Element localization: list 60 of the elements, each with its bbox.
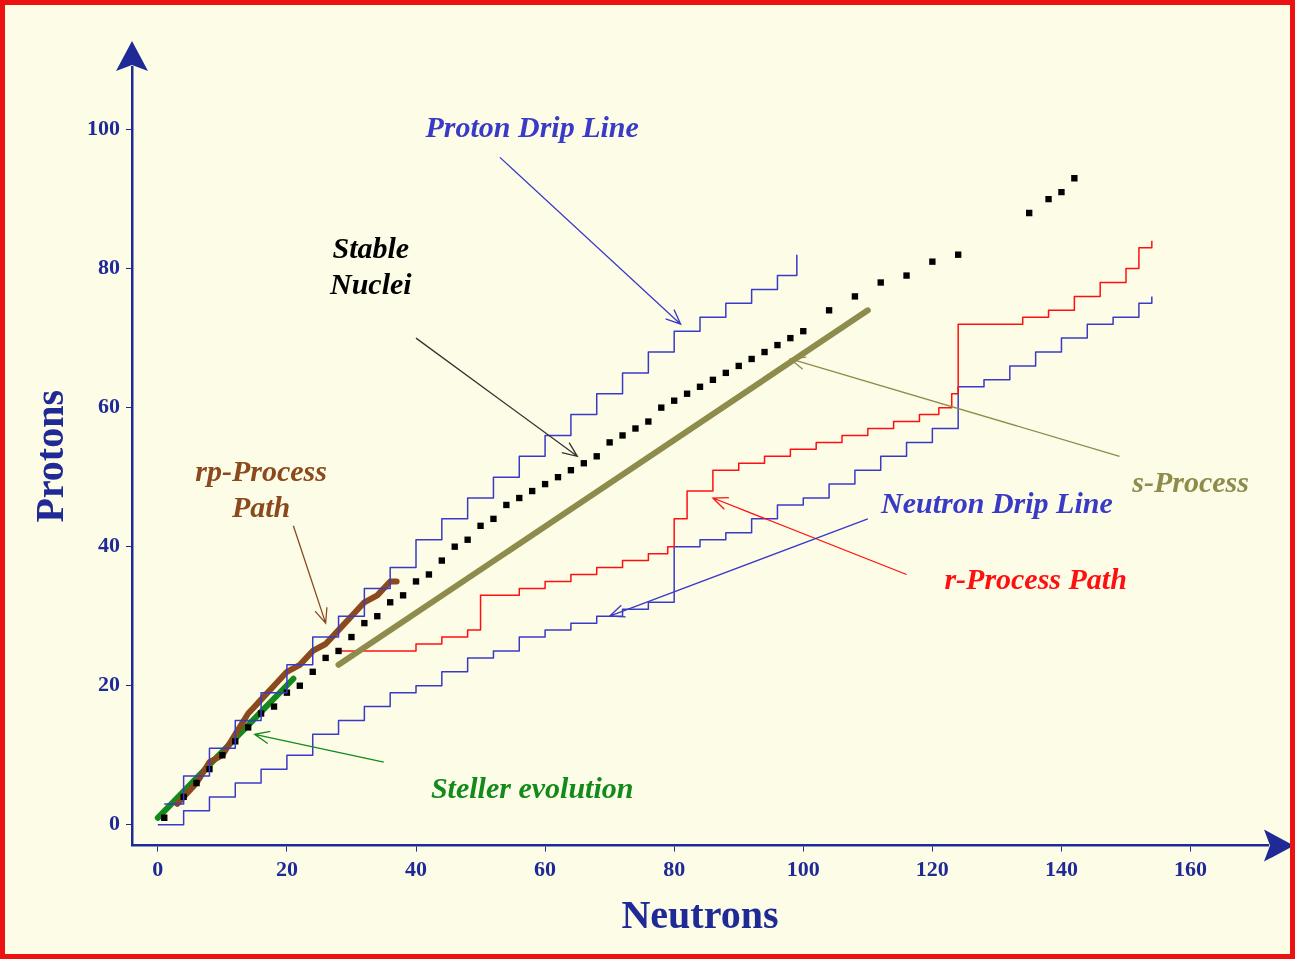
x-tick-label: 120 <box>915 856 949 882</box>
series-label: Neutron Drip Line <box>880 485 1113 519</box>
y-tick-label: 40 <box>98 532 120 558</box>
point <box>851 293 859 300</box>
point <box>606 439 613 446</box>
point <box>1071 175 1078 182</box>
x-tick-label: 100 <box>786 856 820 882</box>
point <box>322 654 329 662</box>
y-tick-label: 20 <box>98 671 120 697</box>
point <box>387 599 394 606</box>
point <box>348 633 355 641</box>
text: Steller evolution <box>430 770 634 804</box>
point <box>632 425 639 432</box>
point <box>1026 209 1033 217</box>
point <box>335 647 342 655</box>
x-tick-label: 80 <box>663 856 686 882</box>
point <box>748 355 755 363</box>
point <box>1045 195 1052 203</box>
x-axis-title: Neutrons <box>621 892 779 938</box>
y-tick-label: 100 <box>87 115 120 141</box>
point <box>619 432 626 439</box>
text: Proton Drip Line <box>424 110 639 144</box>
x-tick-label: 140 <box>1044 856 1078 882</box>
text: Stable Nuclei <box>328 231 413 301</box>
text: s-Process <box>1131 464 1249 498</box>
y-tick-label: 80 <box>98 254 120 280</box>
point <box>787 334 794 342</box>
point <box>438 557 445 564</box>
y-tick-label: 0 <box>109 810 120 836</box>
point <box>825 307 833 314</box>
point <box>451 543 458 550</box>
x-tick-label: 40 <box>405 856 427 882</box>
text: rp-Process Path <box>195 453 327 523</box>
x-tick-label: 160 <box>1174 856 1208 882</box>
point <box>503 501 510 509</box>
point <box>645 418 652 425</box>
point <box>425 571 433 578</box>
point <box>929 258 936 265</box>
x-tick-label: 60 <box>534 856 557 882</box>
point <box>658 404 665 411</box>
x-tick-label: 20 <box>275 856 298 882</box>
point <box>761 348 768 356</box>
point <box>477 522 484 529</box>
text: r-Process Path <box>944 562 1127 596</box>
point <box>193 779 200 787</box>
point <box>270 703 278 710</box>
x-tick-label: 0 <box>152 856 164 882</box>
point <box>361 619 368 627</box>
y-tick-label: 60 <box>98 393 120 419</box>
point <box>464 536 471 543</box>
point <box>245 724 252 731</box>
point <box>903 272 910 279</box>
point <box>1058 188 1065 196</box>
point <box>877 279 884 286</box>
y-axis-title: Protons <box>27 390 73 523</box>
point <box>774 341 781 349</box>
point <box>490 515 497 523</box>
point <box>412 578 420 585</box>
point <box>219 752 226 759</box>
point <box>399 592 407 599</box>
